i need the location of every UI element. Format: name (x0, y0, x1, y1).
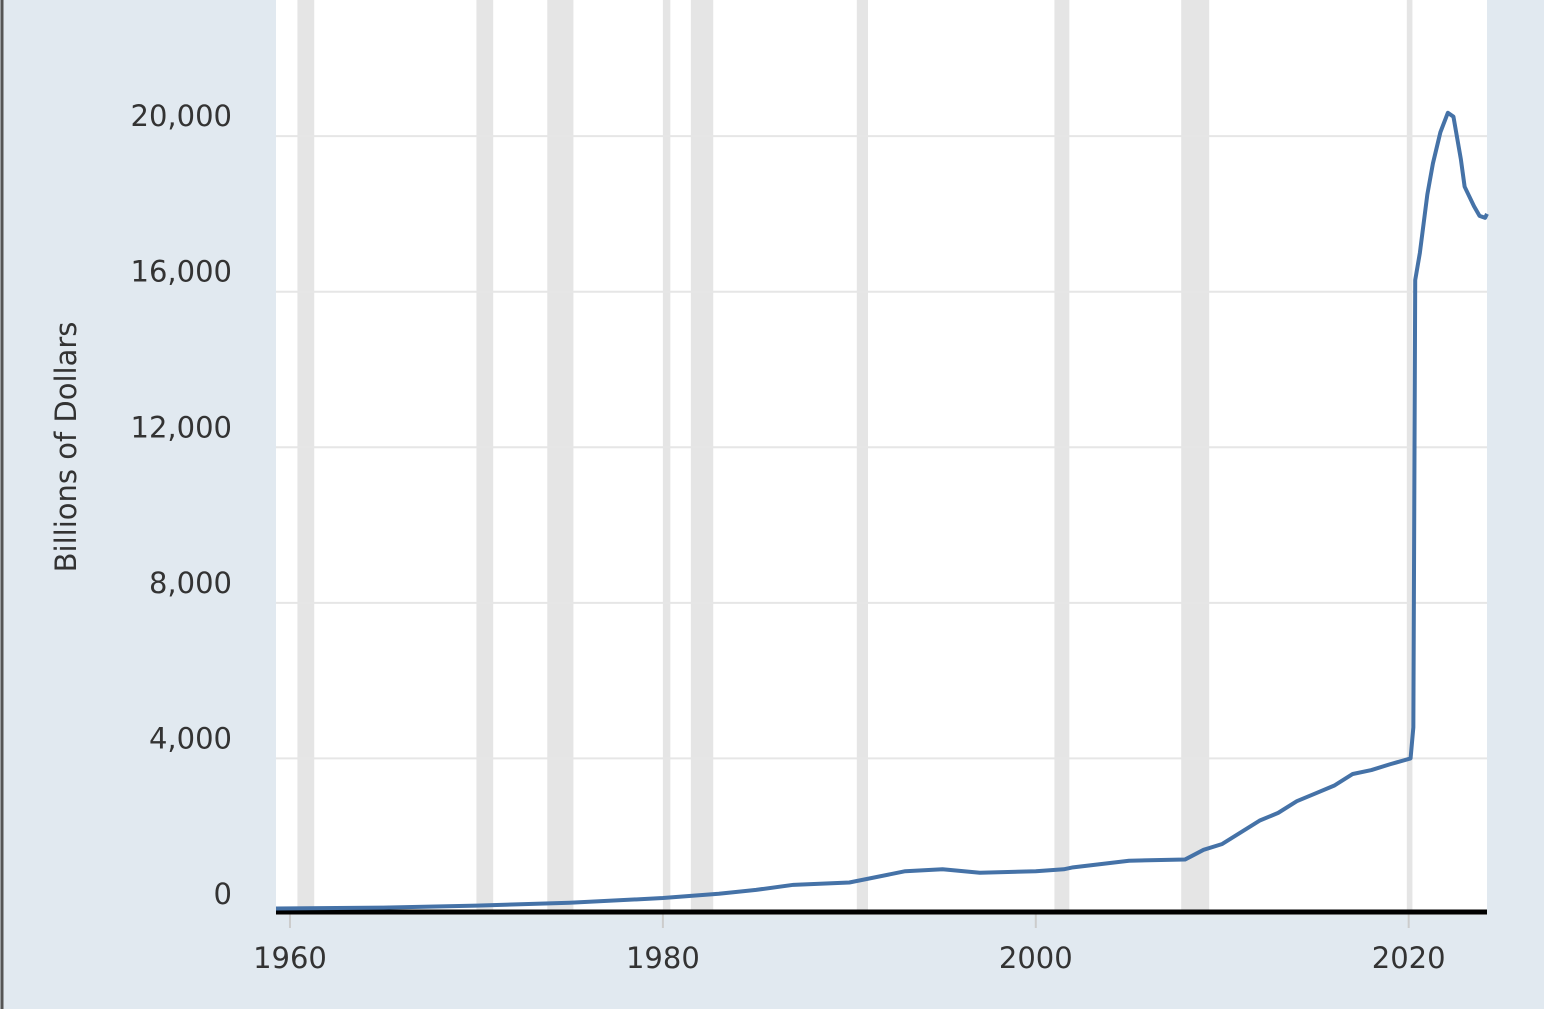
recession-band (297, 0, 315, 914)
recession-band (1181, 0, 1210, 914)
y-tick-label: 20,000 (131, 99, 232, 133)
y-tick-label: 0 (214, 877, 232, 911)
recession-band (690, 0, 714, 914)
recession-band (856, 0, 868, 914)
y-axis-label: Billions of Dollars (49, 322, 83, 573)
x-tick-label: 1980 (626, 941, 700, 975)
y-tick-label: 4,000 (149, 721, 232, 755)
y-tick-label: 8,000 (149, 566, 232, 600)
y-tick-label: 12,000 (131, 410, 232, 444)
recession-band (1054, 0, 1070, 914)
recession-band (1406, 0, 1413, 914)
recession-band (476, 0, 494, 914)
data-line (275, 110, 1489, 911)
x-tick-label: 2000 (999, 941, 1073, 975)
x-tick-label: 1960 (253, 941, 327, 975)
y-tick-label: 16,000 (131, 255, 232, 289)
x-tick-label: 2020 (1372, 941, 1446, 975)
recession-band (662, 0, 671, 914)
recession-bands (297, 0, 1413, 914)
recession-band (547, 0, 574, 914)
